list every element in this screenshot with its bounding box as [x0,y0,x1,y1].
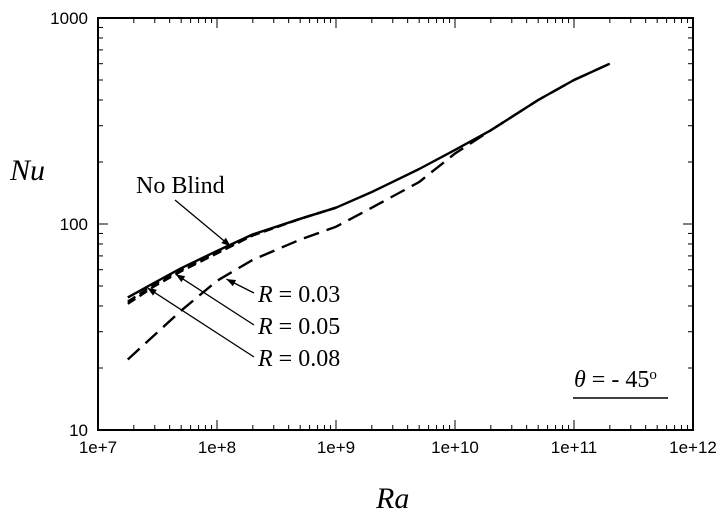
annotation-text: = 0.08 [273,346,341,372]
theta-value: = - 45 [586,367,650,393]
series-line [127,62,611,299]
series-lines [126,62,611,361]
annotation-symbol: R [257,314,273,340]
theta-symbol: θ [574,367,586,393]
series-line [127,206,337,303]
annotation-leader [175,273,255,326]
y-tick-label: 10 [69,421,88,440]
y-tick-label: 1000 [50,9,88,28]
x-tick-label: 1e+9 [317,438,355,457]
x-tick-label: 1e+8 [198,438,236,457]
annotation-arrowhead [221,237,231,247]
x-tick-label: 1e+10 [431,438,479,457]
annotation-arrowhead [175,274,186,283]
annotation-label: R = 0.08 [257,346,340,372]
theta-label: θ = - 45o [573,367,668,399]
annotation-text: No Blind [136,173,225,199]
annotation-leader [174,199,231,247]
x-tick-label: 1e+12 [669,438,717,457]
series-line [126,62,611,361]
annotation-symbol: R [257,346,273,372]
y-axis-title: Nu [9,154,45,187]
y-tick-label: 100 [60,215,88,234]
annotation-symbol: R [257,282,273,308]
annotation-label: No Blind [136,173,225,199]
svg-text:θ = - 45o: θ = - 45o [574,367,657,393]
tick-labels: 1e+7 1e+8 1e+9 1e+10 1e+11 1e+12 10 100 1000 [50,9,717,457]
x-tick-label: 1e+11 [551,438,597,457]
annotation-text: = 0.03 [273,282,341,308]
annotation-arrowhead [147,287,157,296]
theta-superscript: o [649,367,657,383]
x-tick-label: 1e+7 [79,438,117,457]
annotation-text: = 0.05 [273,314,341,340]
axis-ticks [97,18,693,431]
annotation-arrowhead [226,279,237,287]
annotation-label: R = 0.05 [257,314,340,340]
annotation-leader [147,287,255,358]
annotation-label: R = 0.03 [257,282,340,308]
x-axis-title: Ra [375,482,409,515]
